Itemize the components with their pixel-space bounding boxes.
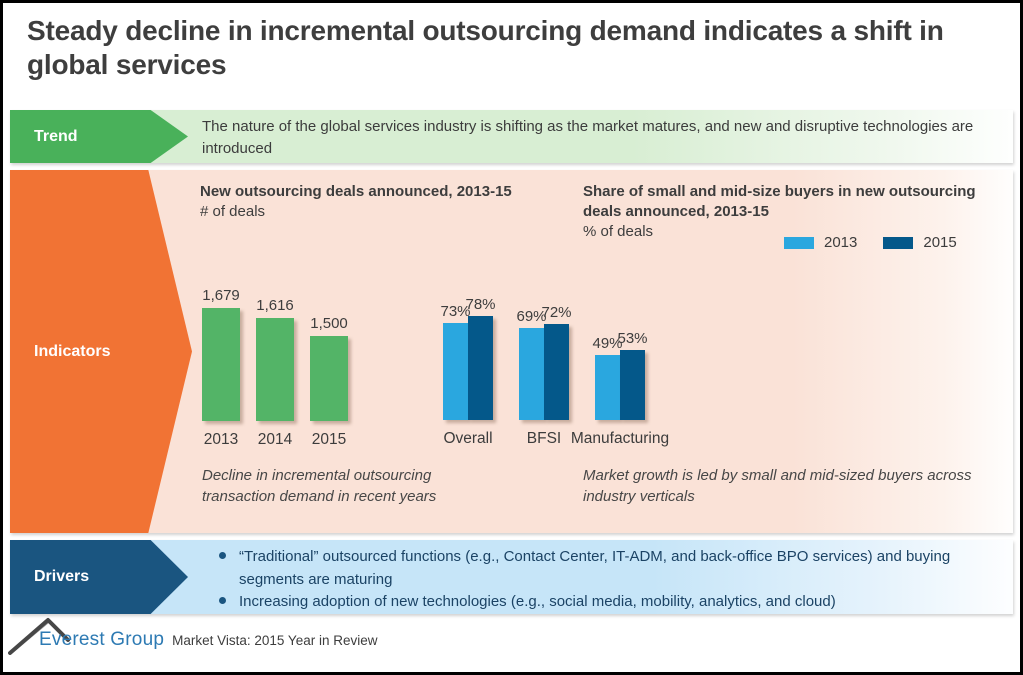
bar-value-label: 49%: [592, 335, 623, 352]
bar-value-label: 69%: [516, 308, 547, 325]
drivers-bullet-text: “Traditional” outsourced functions (e.g.…: [239, 548, 951, 588]
legend-entry-2015: 2015: [883, 234, 957, 251]
bar-value-label: 78%: [465, 296, 496, 313]
left-chart-unit: # of deals: [200, 202, 266, 220]
bar-2015: [310, 336, 348, 421]
bar-value-label: 1,500: [310, 315, 348, 332]
bar-category-label: Manufacturing: [570, 430, 670, 447]
left-chart-header: New outsourcing deals announced, 2013-15…: [200, 182, 560, 222]
bar-Overall-2013: [443, 323, 468, 420]
bar-BFSI-2013: [519, 328, 544, 420]
bar-Overall-2015: [468, 316, 493, 420]
bullet-dot-icon: [219, 552, 226, 559]
bar-value-label: 53%: [617, 330, 648, 347]
drivers-label: Drivers: [34, 568, 90, 585]
bar-BFSI-2015: [544, 324, 569, 420]
trend-label: Trend: [34, 127, 78, 145]
right-chart-caption: Market growth is led by small and mid-si…: [583, 467, 972, 505]
bar-2014: [256, 318, 294, 421]
legend-label-2015: 2015: [923, 234, 957, 251]
indicators-chevron: Indicators: [10, 170, 192, 533]
footer: Everest Group Market Vista: 2015 Year in…: [39, 629, 377, 651]
legend-entry-2013: 2013: [784, 234, 857, 251]
bar-2013: [202, 308, 240, 421]
chart-legend: 2013 2015: [784, 234, 957, 251]
trend-text: The nature of the global services indust…: [202, 118, 974, 158]
left-chart-plot: 1,679 2013 1,616 2014 1,500 2015: [202, 287, 348, 448]
indicators-label: Indicators: [34, 342, 111, 360]
bar-Manufacturing-2015: [620, 350, 645, 420]
bar-group-BFSI: 69% 72% BFSI: [516, 287, 572, 447]
bar-group-2013: 1,679 2013: [202, 287, 240, 448]
drivers-bullet-list: “Traditional” outsourced functions (e.g.…: [217, 546, 1002, 614]
bullet-dot-icon: [219, 597, 226, 604]
right-chart-title: Share of small and mid-size buyers in ne…: [583, 183, 976, 220]
bar-value-label: 1,616: [256, 297, 294, 314]
drivers-bullet-text: Increasing adoption of new technologies …: [239, 593, 836, 610]
bar-group-2015: 1,500 2015: [310, 291, 348, 448]
legend-swatch-2015: [883, 236, 914, 249]
right-chart-unit: % of deals: [583, 222, 654, 240]
footer-product: Market Vista: 2015 Year in Review: [172, 633, 378, 648]
bar-value-label: 72%: [541, 304, 572, 321]
trend-chevron: Trend: [10, 110, 188, 163]
footer-brand: Everest Group: [39, 629, 165, 650]
bar-Manufacturing-2013: [595, 355, 620, 420]
bar-category-label: Overall: [443, 430, 493, 447]
bar-category-label: 2015: [311, 431, 347, 448]
bar-group-2014: 1,616 2014: [256, 291, 294, 448]
left-chart-caption: Decline in incremental outsourcing trans…: [202, 467, 437, 505]
bar-group-Overall: 73% 78% Overall: [440, 287, 496, 447]
drivers-chevron: Drivers: [10, 540, 188, 614]
legend-label-2013: 2013: [824, 234, 858, 251]
drivers-bullet-item: Increasing adoption of new technologies …: [217, 591, 1002, 614]
bar-value-label: 1,679: [202, 287, 240, 304]
bar-category-label: 2013: [203, 431, 239, 448]
drivers-bullet-item: “Traditional” outsourced functions (e.g.…: [217, 546, 1002, 591]
bar-category-label: BFSI: [526, 430, 562, 447]
right-chart-header: Share of small and mid-size buyers in ne…: [583, 182, 1013, 242]
right-chart-plot: 73% 78% Overall 69% 72% BFSI 49% 53% Manufacturi…: [440, 287, 669, 447]
bar-group-Manufacturing: 49% 53% Manufacturing: [571, 287, 669, 447]
page-title: Steady decline in incremental outsourcin…: [27, 15, 944, 81]
everest-mountain-icon: [8, 618, 70, 655]
left-chart-title: New outsourcing deals announced, 2013-15: [200, 183, 512, 200]
bar-category-label: 2014: [257, 431, 293, 448]
bar-value-label: 73%: [440, 303, 471, 320]
legend-swatch-2013: [784, 236, 814, 249]
